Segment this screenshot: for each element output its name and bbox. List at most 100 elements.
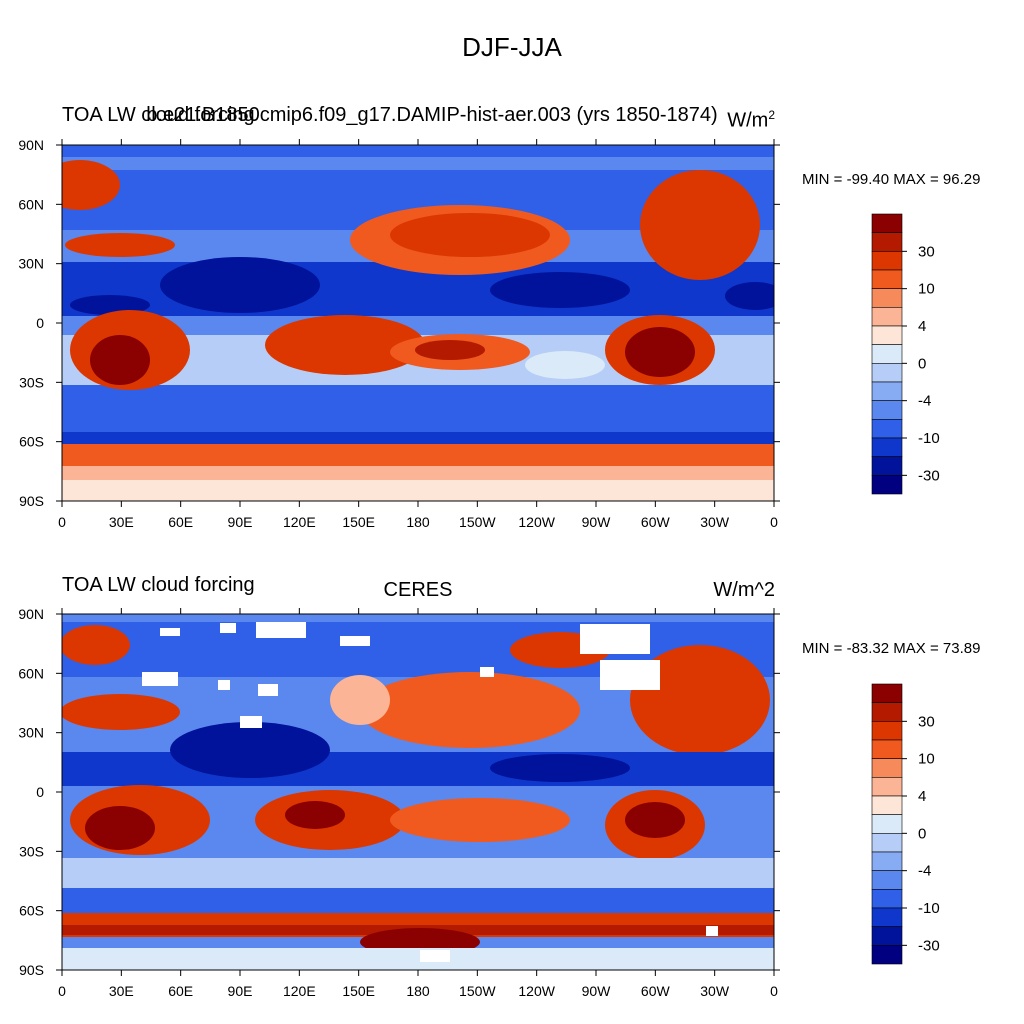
y-tick-label: 30S [19,843,44,859]
colorbar-label: 0 [918,355,926,372]
colorbar-label: -4 [918,863,931,880]
x-tick-label: 30E [109,983,134,999]
colorbar-bin [871,926,903,946]
colorbar-bin [871,702,903,722]
y-tick-label: 30S [19,374,44,390]
colorbar-bin [871,307,903,327]
x-tick-label: 150W [459,983,496,999]
panel1-field [62,145,774,501]
panel1-units-text: W/m [727,109,769,132]
colorbar-bin [871,721,903,741]
x-tick-label: 120E [283,983,316,999]
y-tick-label: 90S [19,493,44,509]
colorbar-bin [871,213,903,233]
x-tick-label: 60W [641,983,671,999]
colorbar-bin [871,344,903,364]
x-tick-label: 150E [342,983,375,999]
y-tick-label: 60N [18,665,44,681]
colorbar-label: 4 [918,788,926,805]
x-tick-label: 150E [342,514,375,530]
colorbar-bin [871,288,903,308]
x-tick-label: 180 [406,983,430,999]
panel1-left-label: TOA LW cloud forcing [62,104,255,126]
y-tick-label: 30N [18,725,44,741]
main-title: DJF-JJA [462,32,562,62]
colorbar-bin [871,381,903,401]
y-tick-label: 90N [18,137,44,153]
y-tick-label: 90N [18,606,44,622]
colorbar-bin [871,400,903,420]
colorbar-bin [871,475,903,495]
y-tick-label: 30N [18,256,44,272]
x-tick-label: 180 [406,514,430,530]
colorbar-bin [871,833,903,853]
x-tick-label: 120W [518,514,555,530]
colorbar-bin [871,437,903,457]
colorbar-bin [871,777,903,797]
colorbar-bin [871,251,903,271]
colorbar-label: -4 [918,393,931,410]
x-tick-label: 90W [582,983,612,999]
x-tick-label: 60E [168,514,193,530]
colorbar-bin [871,683,903,703]
colorbar-bin [871,758,903,778]
x-tick-label: 0 [58,983,66,999]
colorbar-label: -30 [918,467,940,484]
x-tick-label: 120W [518,983,555,999]
x-tick-label: 30E [109,514,134,530]
colorbar-bin [871,269,903,289]
colorbar-label: -10 [918,900,940,917]
colorbar-bin [871,851,903,871]
panel1-units: W/m2 [727,108,775,133]
panel2-field [62,614,774,970]
x-tick-label: 90E [228,514,253,530]
colorbar-label: 30 [918,243,935,260]
colorbar-bin [871,232,903,252]
colorbar-label: 10 [918,281,935,298]
colorbar-bin [871,325,903,345]
colorbar-label: 30 [918,713,935,730]
x-tick-label: 0 [770,514,778,530]
y-tick-label: 60S [19,434,44,450]
colorbar-bin [871,795,903,815]
y-tick-label: 0 [36,315,44,331]
colorbar-bin [871,870,903,890]
x-tick-label: 60E [168,983,193,999]
y-tick-label: 0 [36,784,44,800]
panel2-left-label: TOA LW cloud forcing [62,574,255,596]
panel1-center-label: b.e21.B1850cmip6.f09_g17.DAMIP-hist-aer.… [146,104,718,126]
x-tick-label: 30W [700,514,730,530]
x-tick-label: 150W [459,514,496,530]
colorbar-label: 0 [918,825,926,842]
x-tick-label: 0 [770,983,778,999]
x-tick-label: 90W [582,514,612,530]
panel2-min-max: MIN = -83.32 MAX = 73.89 [802,640,981,657]
colorbar-bin [871,419,903,439]
colorbar-label: -10 [918,430,940,447]
axes-layer: 0 30E 60E 90E 120E 150E 180 150W 120W 90W 60W 30W 09… [18,137,780,999]
colorbar-label: 10 [918,751,935,768]
colorbar-bin [871,739,903,759]
colorbar-bin [871,814,903,834]
x-tick-label: 120E [283,514,316,530]
panel1-min-max: MIN = -99.40 MAX = 96.29 [802,171,981,188]
panel1-units-sup: 2 [768,108,775,122]
panel2-center-label: CERES [383,579,453,601]
x-tick-label: 60W [641,514,671,530]
panel2-units: W/m^2 [713,579,775,601]
colorbar-bin [871,907,903,927]
colorbar-layer: 30 10 4 0 -4 -10 -30 30 10 4 0 -4 -10 -30 [871,213,940,965]
x-tick-label: 90E [228,983,253,999]
y-tick-label: 60S [19,903,44,919]
colorbar-label: 4 [918,318,926,335]
colorbar-bin [871,456,903,476]
y-tick-label: 90S [19,962,44,978]
colorbar-label: -30 [918,937,940,954]
x-tick-label: 0 [58,514,66,530]
colorbar-bin [871,945,903,965]
y-tick-label: 60N [18,196,44,212]
colorbar-bin [871,363,903,383]
colorbar-bin [871,889,903,909]
x-tick-label: 30W [700,983,730,999]
